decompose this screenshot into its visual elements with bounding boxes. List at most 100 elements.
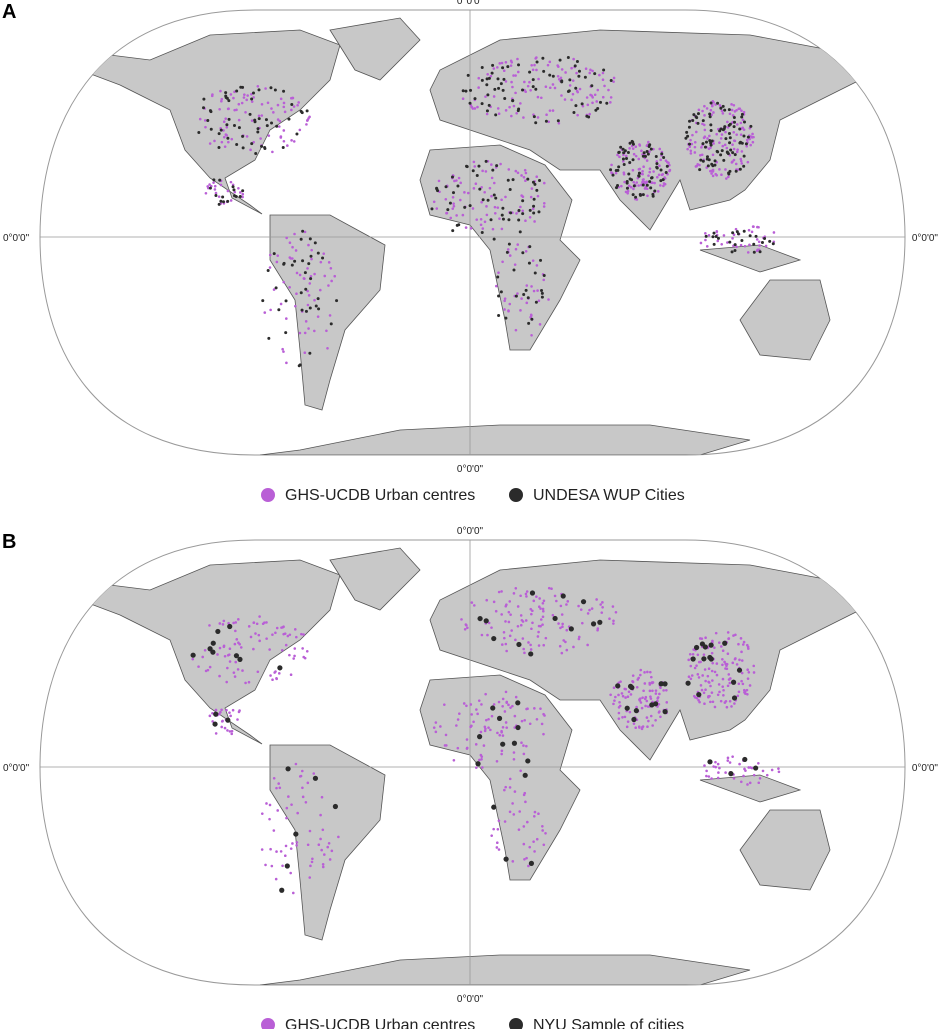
city-dot xyxy=(573,64,577,68)
city-dot xyxy=(533,182,537,186)
city-dot xyxy=(712,101,715,104)
city-dot xyxy=(633,708,639,714)
city-dot xyxy=(533,220,536,223)
city-dot xyxy=(638,193,642,197)
city-dot xyxy=(283,632,287,635)
city-dot xyxy=(746,251,750,254)
city-dot xyxy=(218,646,222,650)
city-dot xyxy=(224,94,228,98)
city-dot xyxy=(693,151,697,154)
city-dot xyxy=(596,88,600,92)
city-dot xyxy=(480,200,483,204)
city-dot xyxy=(515,111,518,115)
city-dot xyxy=(321,863,325,866)
city-dot xyxy=(712,111,715,114)
city-dot xyxy=(492,181,496,185)
meridian-label: 0°0'0" xyxy=(457,994,484,1005)
panel-label: B xyxy=(2,531,16,553)
city-dot xyxy=(722,640,728,646)
city-dot xyxy=(500,213,504,217)
city-dot xyxy=(507,218,511,222)
city-dot xyxy=(540,722,544,726)
city-dot xyxy=(737,682,741,686)
city-dot xyxy=(508,777,512,781)
city-dot xyxy=(700,153,704,157)
city-dot xyxy=(294,249,298,252)
city-dot xyxy=(310,248,313,252)
city-dot xyxy=(530,285,533,288)
city-dot xyxy=(316,315,320,318)
city-dot xyxy=(715,673,719,677)
city-dot xyxy=(632,152,636,156)
city-dot xyxy=(654,692,658,695)
city-dot xyxy=(243,93,246,96)
city-dot xyxy=(736,667,743,673)
city-dot xyxy=(586,612,590,615)
city-dot xyxy=(735,123,739,126)
city-dot xyxy=(540,295,544,299)
city-dot xyxy=(497,294,501,298)
city-dot xyxy=(293,654,296,658)
city-dot xyxy=(503,710,507,713)
city-dot xyxy=(229,199,233,202)
city-dot xyxy=(224,91,228,95)
city-dot xyxy=(551,83,555,86)
city-dot xyxy=(644,154,648,158)
city-dot xyxy=(293,628,297,631)
city-dot xyxy=(626,150,630,154)
city-dot xyxy=(484,159,488,163)
city-dot xyxy=(531,621,534,625)
city-dot xyxy=(525,707,528,711)
city-dot xyxy=(511,178,515,182)
city-dot xyxy=(693,644,700,651)
city-dot xyxy=(233,653,240,659)
city-dot xyxy=(511,704,514,708)
city-dot xyxy=(522,116,525,119)
city-dot xyxy=(598,73,601,77)
city-dot xyxy=(295,841,299,844)
city-dot xyxy=(531,78,535,82)
city-dot xyxy=(263,311,267,314)
city-dot xyxy=(651,689,654,693)
city-dot xyxy=(718,168,721,171)
city-dot xyxy=(451,195,455,199)
city-dot xyxy=(198,117,202,121)
city-dot xyxy=(689,138,692,142)
city-dot xyxy=(631,168,635,172)
city-dot xyxy=(503,788,506,792)
city-dot xyxy=(610,163,613,167)
city-dot xyxy=(701,674,704,677)
meridian-label: 0°0'0" xyxy=(457,0,484,7)
city-dot xyxy=(252,140,255,144)
city-dot xyxy=(515,700,521,706)
city-dot xyxy=(507,703,510,707)
city-dot xyxy=(517,828,521,831)
city-dot xyxy=(504,316,508,320)
city-dot xyxy=(285,317,288,320)
city-dot xyxy=(731,151,735,155)
city-dot xyxy=(475,218,479,221)
city-dot xyxy=(699,241,703,245)
city-dot xyxy=(237,641,240,645)
city-dot xyxy=(711,104,714,108)
city-dot xyxy=(215,628,221,635)
city-dot xyxy=(725,146,729,150)
city-dot xyxy=(276,254,280,257)
city-dot xyxy=(609,79,613,83)
city-dot xyxy=(279,97,283,101)
city-dot xyxy=(490,714,494,718)
city-dot xyxy=(503,636,506,640)
city-dot xyxy=(619,680,622,683)
city-dot xyxy=(717,683,721,686)
city-dot xyxy=(590,607,594,610)
city-dot xyxy=(497,112,501,116)
city-dot xyxy=(535,188,539,192)
city-dot xyxy=(686,147,689,151)
city-dot xyxy=(515,724,521,731)
city-dot xyxy=(622,163,626,167)
city-dot xyxy=(617,706,621,709)
city-dot xyxy=(307,327,310,330)
city-dot xyxy=(628,147,631,150)
city-dot xyxy=(732,115,736,119)
city-dot xyxy=(635,705,638,709)
